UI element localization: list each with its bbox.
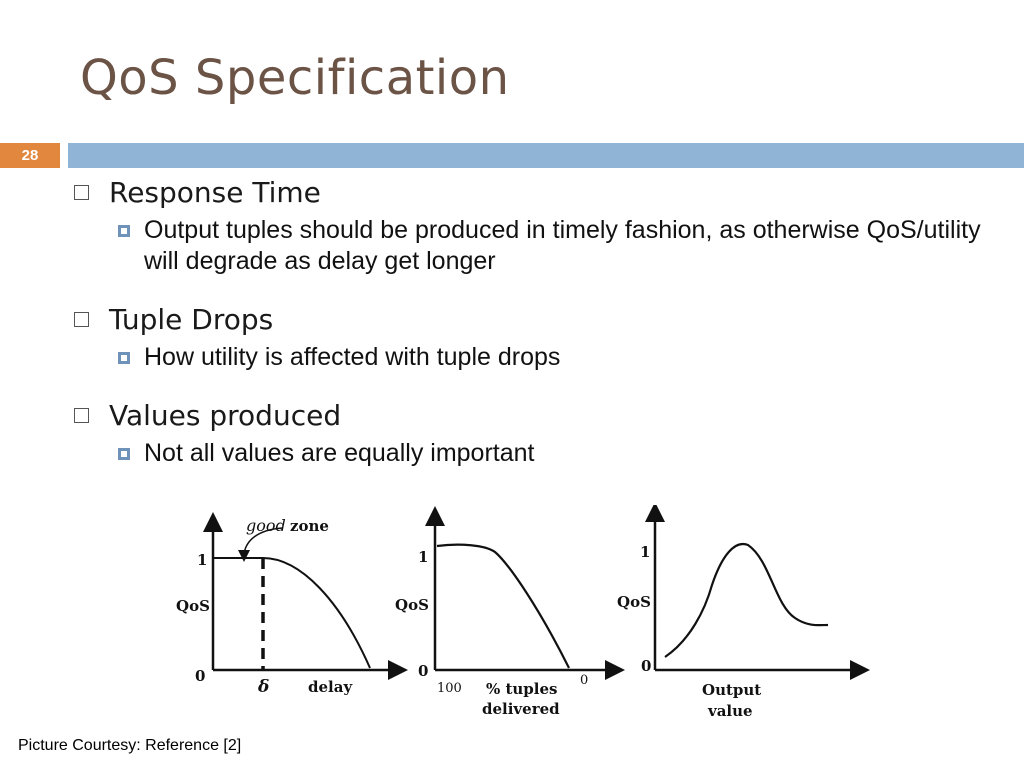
bullet-list: Response Time Output tuples should be pr… — [74, 176, 994, 495]
bullet-tuple-drops: Tuple Drops How utility is affected with… — [74, 303, 994, 373]
bullet-box-icon — [74, 312, 89, 327]
graph-tuples: 1 QoS 0 100 0 % tuples delivered — [395, 506, 625, 718]
slide-title: QoS Specification — [80, 50, 510, 106]
graph1-y1: 1 — [197, 551, 207, 569]
sub-bullet-text: Output tuples should be produced in time… — [144, 216, 981, 275]
graph2-x-start: 100 — [437, 681, 462, 696]
sub-bullet-icon — [118, 225, 130, 237]
sub-bullet-icon — [118, 352, 130, 364]
graph3-ylabel: QoS — [617, 593, 651, 611]
slide-number: 28 — [0, 143, 60, 168]
graph3-xlabel-line1: Output — [702, 681, 761, 699]
bullet-box-icon — [74, 185, 89, 200]
graph2-xlabel-line1: % tuples — [486, 680, 557, 698]
picture-caption: Picture Courtesy: Reference [2] — [18, 737, 242, 754]
graph2-y1: 1 — [418, 548, 428, 566]
graph1-arrowhead-icon — [238, 550, 250, 562]
graph1-curve — [213, 557, 371, 669]
bullet-response-time: Response Time Output tuples should be pr… — [74, 176, 994, 277]
sub-bullet-icon — [118, 448, 130, 460]
graph2-ylabel: QoS — [395, 596, 429, 614]
bullet-values-produced: Values produced Not all values are equal… — [74, 399, 994, 469]
graph1-xlabel: delay — [308, 678, 353, 696]
bullet-box-icon — [74, 408, 89, 423]
bullet-label: Values produced — [109, 399, 342, 432]
graph3-y0: 0 — [641, 657, 651, 675]
sub-bullet-text: How utility is affected with tuple drops — [144, 343, 561, 371]
graph3-y1: 1 — [640, 543, 650, 561]
bullet-label: Tuple Drops — [109, 303, 274, 336]
qos-utility-figure: good zone 1 QoS 0 δ delay 1 QoS 0 100 0 … — [176, 505, 870, 720]
graph2-curve — [436, 543, 570, 669]
graph1-annotation-good: good — [246, 516, 286, 535]
bullet-label: Response Time — [109, 176, 321, 209]
graph1-xmark: δ — [257, 677, 269, 697]
graph2-xlabel-line2: delivered — [482, 700, 560, 718]
graph1-ylabel: QoS — [176, 597, 210, 615]
graph2-y0: 0 — [418, 662, 428, 680]
graph-delay: good zone 1 QoS 0 δ delay — [176, 512, 408, 697]
graph3-curve — [664, 542, 829, 658]
graph1-annotation-zone: zone — [290, 517, 329, 535]
sub-bullet-text: Not all values are equally important — [144, 439, 535, 467]
graph1-y0: 0 — [195, 667, 205, 685]
graph3-xlabel-line2: value — [707, 702, 753, 720]
header-bar — [68, 143, 1024, 168]
graph2-x-end: 0 — [580, 673, 588, 688]
graph-output-value: 1 QoS 0 Output value — [617, 505, 870, 720]
